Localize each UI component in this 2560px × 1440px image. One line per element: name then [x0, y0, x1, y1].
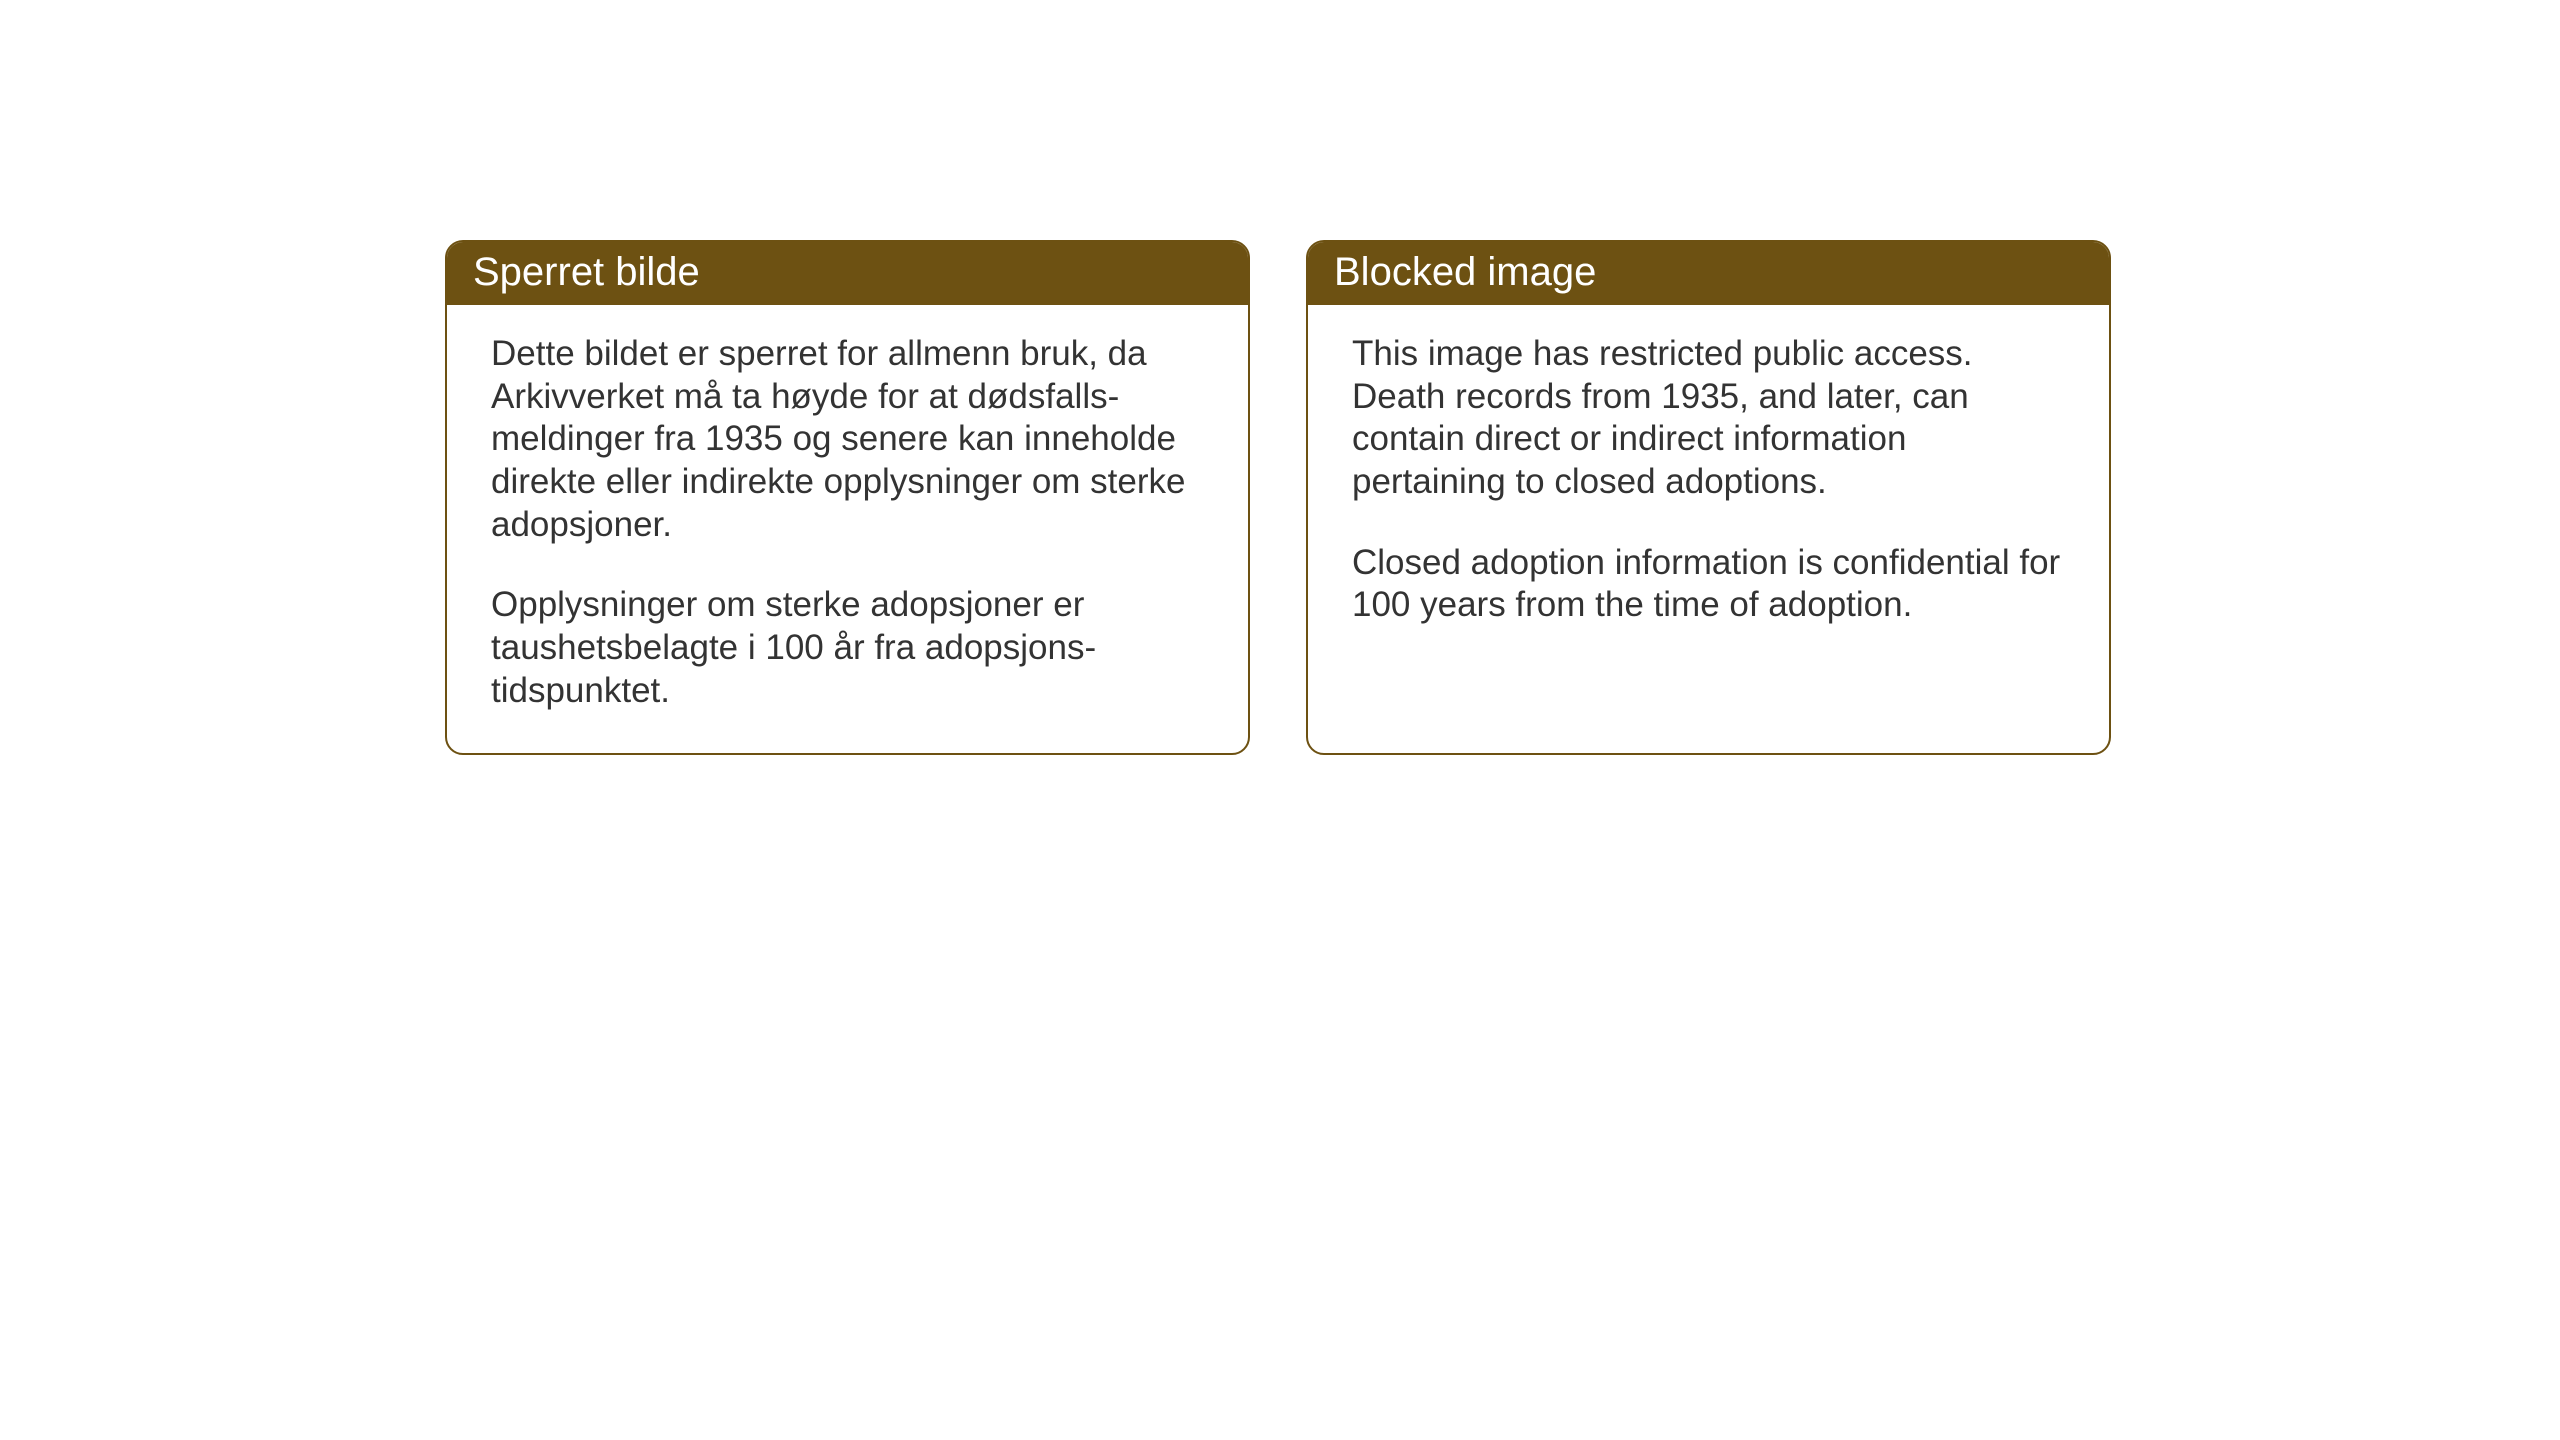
paragraph-eng-1: This image has restricted public access.…	[1352, 333, 2065, 504]
paragraph-nor-1: Dette bildet er sperret for allmenn bruk…	[491, 333, 1204, 546]
notice-cards-container: Sperret bilde Dette bildet er sperret fo…	[445, 240, 2111, 755]
card-body-norwegian: Dette bildet er sperret for allmenn bruk…	[447, 305, 1248, 753]
card-body-english: This image has restricted public access.…	[1308, 305, 2109, 667]
notice-card-english: Blocked image This image has restricted …	[1306, 240, 2111, 755]
paragraph-eng-2: Closed adoption information is confident…	[1352, 542, 2065, 627]
card-header-norwegian: Sperret bilde	[447, 242, 1248, 305]
card-header-english: Blocked image	[1308, 242, 2109, 305]
notice-card-norwegian: Sperret bilde Dette bildet er sperret fo…	[445, 240, 1250, 755]
paragraph-nor-2: Opplysninger om sterke adopsjoner er tau…	[491, 584, 1204, 712]
